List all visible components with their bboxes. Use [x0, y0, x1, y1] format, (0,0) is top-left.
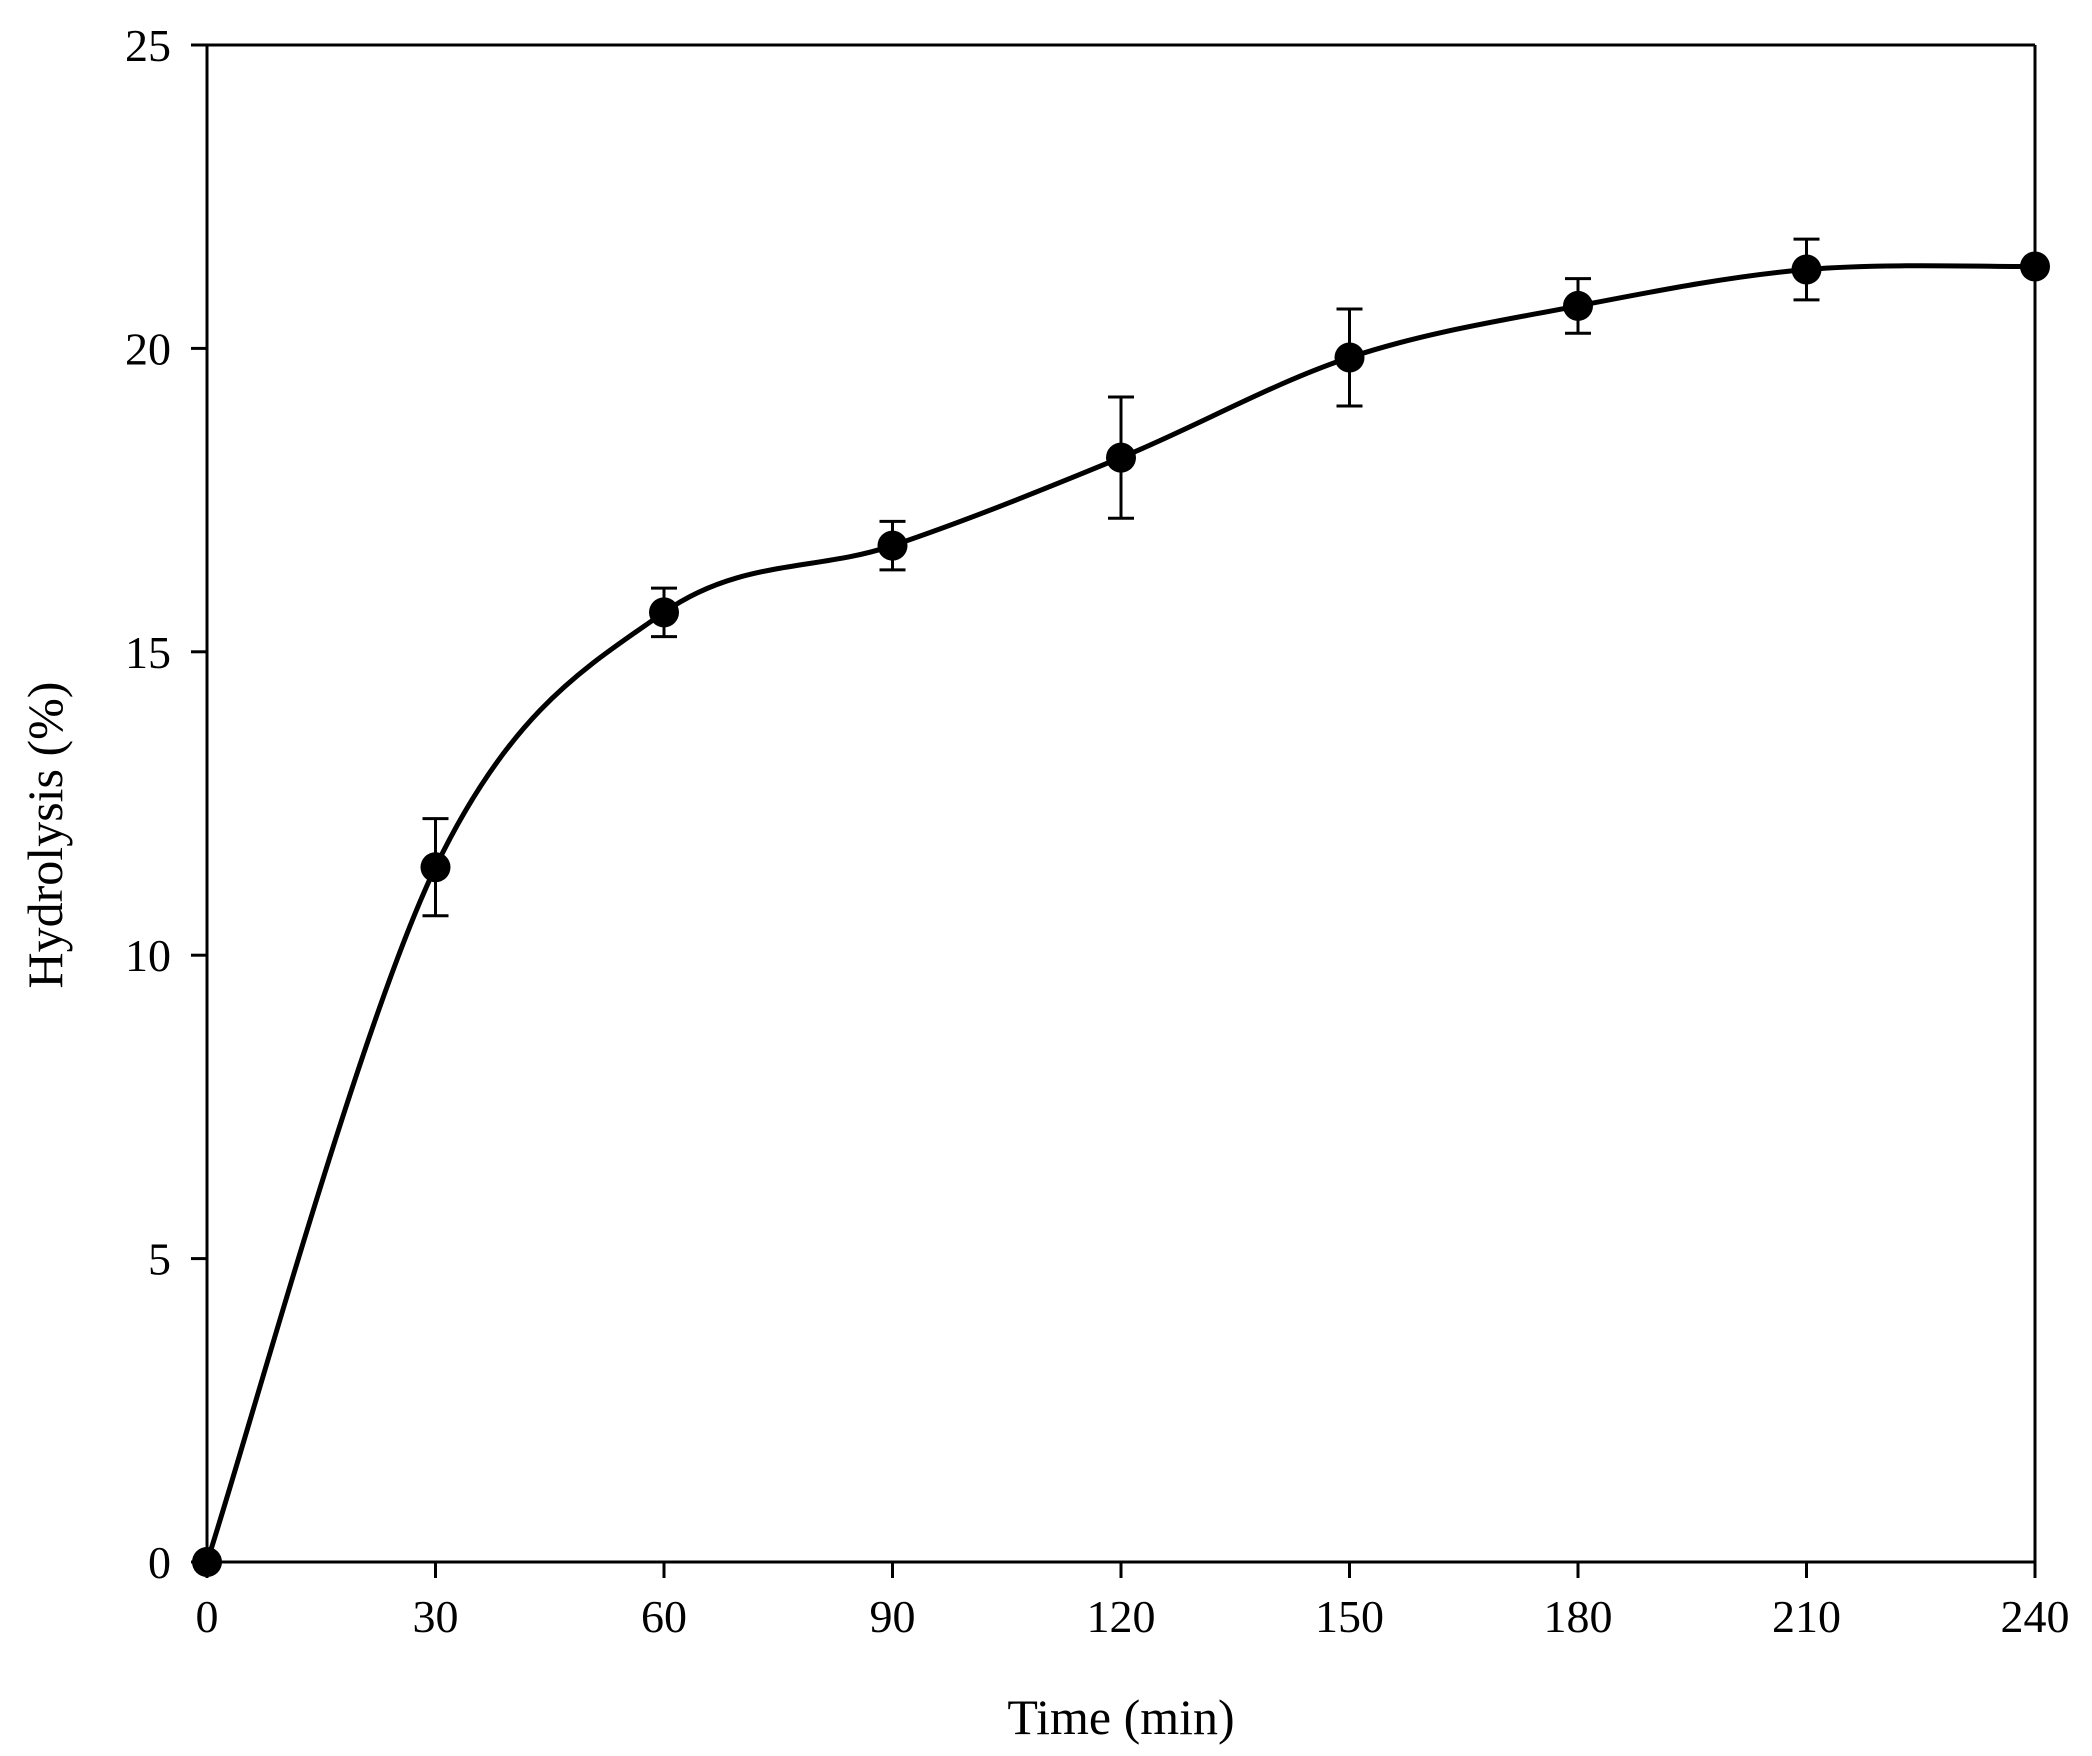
data-point	[1106, 442, 1136, 473]
data-point	[1563, 290, 1593, 321]
plot-frame	[205, 43, 2037, 1564]
y-tick-label: 25	[125, 20, 171, 71]
x-tick-label: 90	[870, 1591, 916, 1642]
y-tick-label: 0	[148, 1537, 171, 1588]
x-tick-label: 60	[641, 1591, 687, 1642]
x-tick-label: 120	[1087, 1591, 1156, 1642]
x-tick-label: 240	[2001, 1591, 2070, 1642]
x-tick-label: 30	[413, 1591, 459, 1642]
data-point	[877, 530, 908, 561]
data-point	[192, 1547, 222, 1577]
x-tick-label: 180	[1544, 1591, 1613, 1642]
y-axis-title: Hydrolysis (%)	[17, 682, 73, 989]
data-point	[649, 597, 679, 628]
x-axis-title: Time (min)	[1007, 1689, 1234, 1745]
y-tick-label: 10	[125, 930, 171, 981]
y-tick-label: 20	[125, 323, 171, 374]
series-layer	[192, 237, 2050, 1577]
data-point	[2020, 251, 2050, 282]
data-point	[1791, 254, 1822, 285]
series-line	[204, 263, 2036, 1563]
y-axis-ticks: 0 5 10 15 20 25	[125, 20, 207, 1588]
x-tick-label: 210	[1772, 1591, 1841, 1642]
x-tick-label: 0	[196, 1591, 219, 1642]
data-point	[1334, 342, 1365, 373]
data-point	[420, 852, 451, 883]
x-tick-label: 150	[1315, 1591, 1384, 1642]
y-tick-label: 5	[148, 1234, 171, 1285]
y-tick-label: 15	[125, 627, 171, 678]
x-axis-ticks: 0 30 60 90 120 150 180 210 240	[196, 1562, 2070, 1642]
